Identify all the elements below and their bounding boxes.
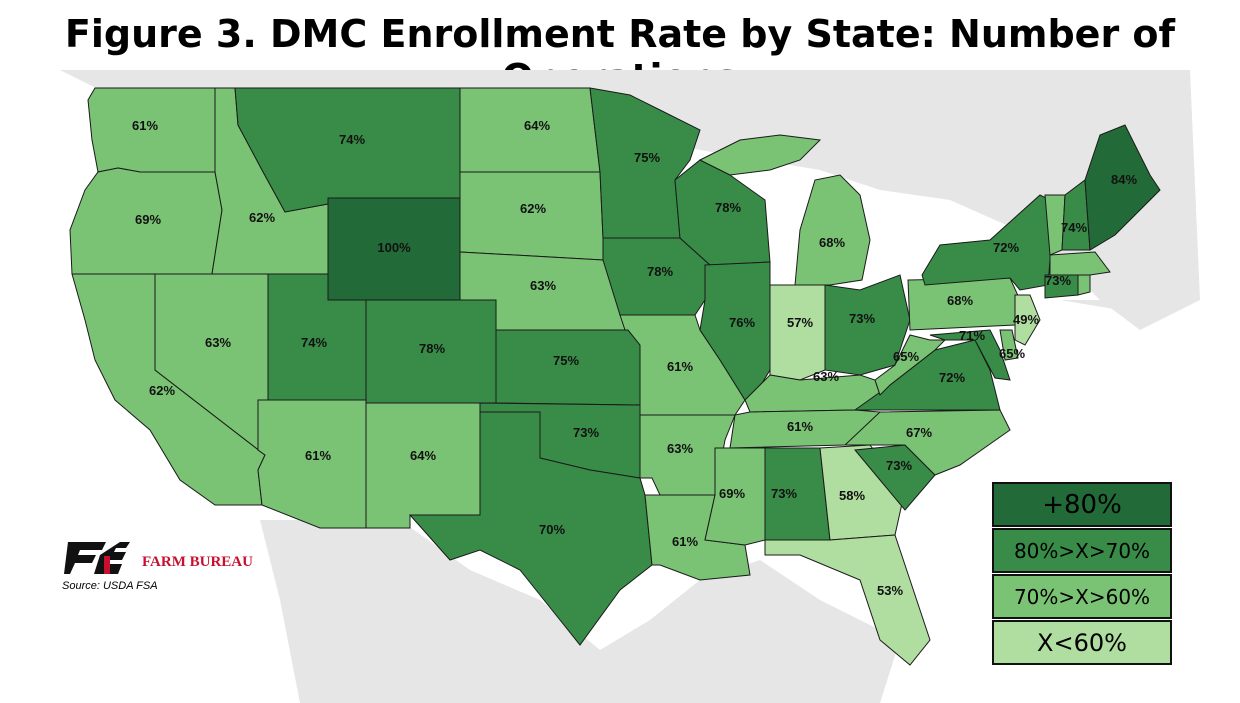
state-mi[interactable] [794, 174, 871, 286]
legend-item-70to80: 80%>X>70% [992, 528, 1172, 573]
state-label-nj: 49% [1013, 312, 1039, 327]
state-label-az: 61% [305, 448, 331, 463]
state-fl[interactable] [764, 534, 931, 666]
state-label-la: 61% [672, 534, 698, 549]
state-label-ia: 78% [647, 264, 673, 279]
state-de[interactable] [999, 329, 1019, 361]
state-label-mo: 61% [667, 359, 693, 374]
state-label-fl: 53% [877, 583, 903, 598]
state-label-mn: 75% [634, 150, 660, 165]
state-label-pa: 68% [947, 293, 973, 308]
state-label-sc: 73% [886, 458, 912, 473]
state-mn[interactable] [589, 87, 701, 239]
state-label-me: 84% [1111, 172, 1137, 187]
us-choropleth-map: 61% 69% 62% 62% 63% 74% 100% 74% 61% 78% 64% 64% 62%… [60, 70, 1200, 703]
background-land [60, 70, 1200, 703]
state-in[interactable] [769, 284, 826, 381]
state-label-il: 76% [729, 315, 755, 330]
state-label-al: 73% [771, 486, 797, 501]
state-label-ct: 73% [1045, 273, 1071, 288]
state-label-nd: 64% [524, 118, 550, 133]
farm-bureau-mark-icon: FARM BUREAU [64, 542, 253, 574]
logo-text: FARM BUREAU [142, 554, 253, 570]
state-label-tx: 70% [539, 522, 565, 537]
state-tx[interactable] [408, 411, 653, 646]
state-label-nc: 67% [906, 425, 932, 440]
state-label-wy: 100% [377, 240, 411, 255]
state-mi-up[interactable] [698, 134, 822, 176]
state-me[interactable] [1084, 124, 1161, 251]
state-label-ok: 73% [573, 425, 599, 440]
state-sc[interactable] [854, 444, 936, 511]
state-nm[interactable] [365, 402, 481, 529]
state-label-co: 78% [419, 341, 445, 356]
legend-item-over80: +80% [992, 482, 1172, 527]
state-md[interactable] [929, 329, 1011, 381]
state-label-wi: 78% [715, 200, 741, 215]
legend-item-under60: X<60% [992, 620, 1172, 665]
legend-label: 70%>X>60% [1013, 584, 1151, 609]
state-label-mi: 68% [819, 235, 845, 250]
state-label-ar: 63% [667, 441, 693, 456]
state-ma[interactable] [1049, 251, 1111, 276]
state-nj[interactable] [1014, 294, 1041, 346]
state-value-labels: 61% 69% 62% 62% 63% 74% 100% 74% 61% 78% 64% 64% 62%… [132, 118, 1137, 598]
farm-bureau-logo: FARM BUREAU [64, 540, 270, 576]
state-label-tn: 61% [787, 419, 813, 434]
state-label-nh: 74% [1061, 220, 1087, 235]
state-label-sd: 62% [520, 201, 546, 216]
state-label-ky: 63% [813, 369, 839, 384]
state-label-ut: 74% [301, 335, 327, 350]
state-label-nm: 64% [410, 448, 436, 463]
legend-label: 80%>X>70% [1013, 538, 1151, 563]
state-label-oh: 73% [849, 311, 875, 326]
state-label-or: 69% [135, 212, 161, 227]
legend: +80% 80%>X>70% 70%>X>60% X<60% [992, 482, 1172, 665]
state-label-ga: 58% [839, 488, 865, 503]
state-label-wv: 65% [893, 349, 919, 364]
state-label-ne: 63% [530, 278, 556, 293]
state-label-ny: 72% [993, 240, 1019, 255]
state-az[interactable] [257, 399, 367, 529]
legend-label: X<60% [1037, 628, 1127, 657]
state-label-mt: 74% [339, 132, 365, 147]
state-label-de: 65% [999, 346, 1025, 361]
state-label-md: 71% [959, 328, 985, 343]
state-label-in: 57% [787, 315, 813, 330]
state-label-ks: 75% [553, 353, 579, 368]
state-label-wa: 61% [132, 118, 158, 133]
source-note: Source: USDA FSA [62, 580, 158, 592]
state-al[interactable] [764, 447, 831, 556]
state-label-id: 62% [249, 210, 275, 225]
state-label-ms: 69% [719, 486, 745, 501]
state-ri[interactable] [1077, 274, 1091, 296]
legend-item-60to70: 70%>X>60% [992, 574, 1172, 619]
state-label-nv: 63% [205, 335, 231, 350]
legend-label: +80% [1042, 489, 1122, 520]
states-layer [69, 87, 1161, 666]
state-label-ca: 62% [149, 383, 175, 398]
state-oh[interactable] [824, 274, 911, 376]
state-nc[interactable] [843, 409, 1011, 476]
state-sd[interactable] [459, 171, 604, 261]
state-label-va: 72% [939, 370, 965, 385]
